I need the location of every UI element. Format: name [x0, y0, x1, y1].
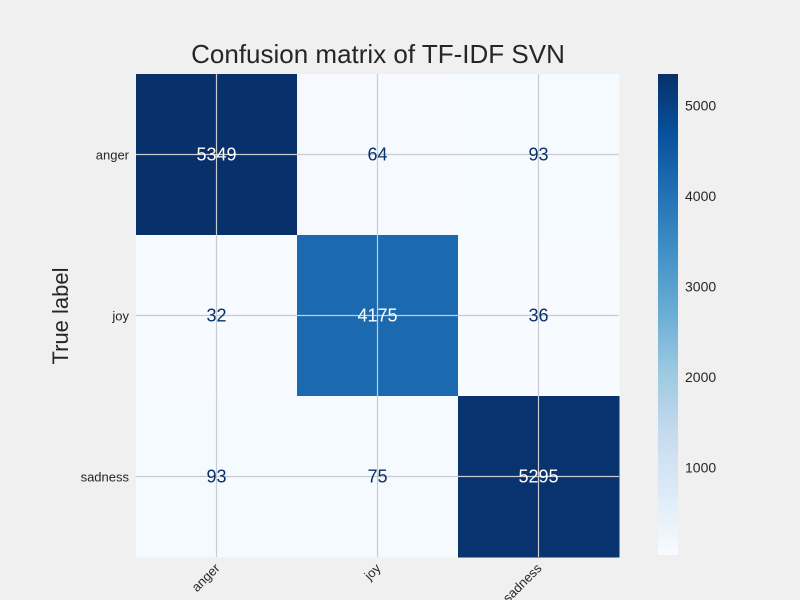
y-tick-labels: anger joy sadness	[81, 148, 130, 485]
y-tick-label-anger: anger	[96, 148, 130, 163]
colorbar-tick-4000: 4000	[685, 188, 716, 204]
cell-value-joy-sadness: 36	[528, 306, 548, 326]
colorbar	[658, 74, 678, 555]
cell-value-joy-anger: 32	[206, 306, 226, 326]
x-tick-label-anger: anger	[189, 560, 224, 595]
cell-value-anger-anger: 5349	[196, 145, 236, 165]
y-axis-label: True label	[48, 267, 73, 364]
cell-value-anger-sadness: 93	[528, 145, 548, 165]
colorbar-tick-2000: 2000	[685, 369, 716, 385]
colorbar-tick-5000: 5000	[685, 98, 716, 114]
x-tick-label-joy: joy	[361, 560, 384, 583]
y-tick-label-joy: joy	[111, 309, 129, 324]
colorbar-tick-labels: 1000 2000 3000 4000 5000	[685, 98, 716, 476]
grid-lines	[136, 74, 619, 557]
cell-value-joy-joy: 4175	[357, 306, 397, 326]
colorbar-tick-3000: 3000	[685, 279, 716, 295]
cell-value-sadness-sadness: 5295	[518, 467, 558, 487]
y-tick-label-sadness: sadness	[81, 470, 130, 485]
colorbar-tick-1000: 1000	[685, 459, 716, 475]
chart-title: Confusion matrix of TF-IDF SVN	[191, 39, 565, 69]
cell-value-sadness-anger: 93	[206, 467, 226, 487]
x-tick-labels: anger joy sadness	[189, 560, 545, 600]
cell-value-labels: 5349 64 93 32 4175 36 93 75 5295	[196, 145, 558, 487]
cell-value-anger-joy: 64	[367, 145, 387, 165]
x-tick-label-sadness: sadness	[500, 560, 545, 600]
cell-value-sadness-joy: 75	[367, 467, 387, 487]
